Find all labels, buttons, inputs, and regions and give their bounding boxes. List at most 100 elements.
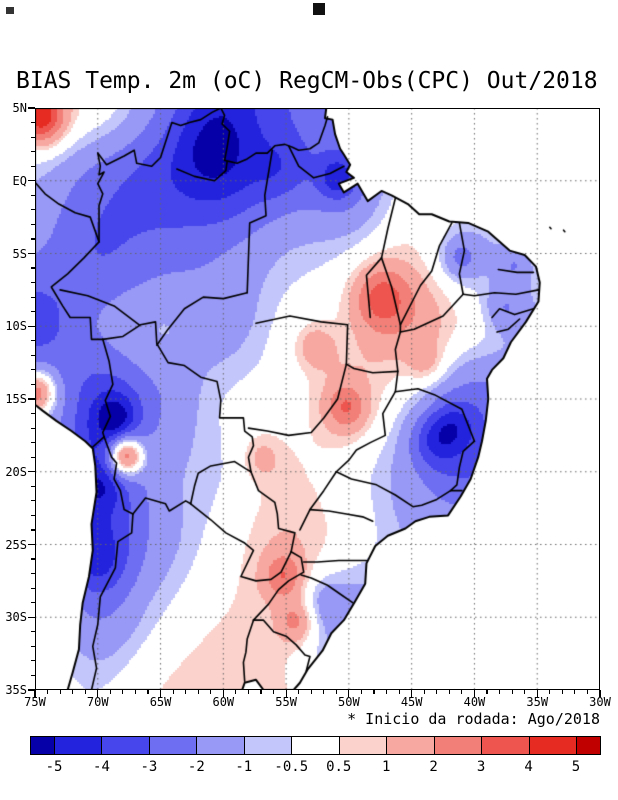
lat-tick bbox=[31, 674, 35, 677]
lon-tick bbox=[360, 690, 363, 694]
bias-map-canvas bbox=[35, 108, 600, 690]
lon-tick bbox=[486, 690, 488, 694]
colorbar-segment bbox=[243, 736, 293, 755]
lat-tick bbox=[28, 107, 35, 109]
lon-tick bbox=[524, 690, 526, 694]
lat-tick-label: 5S bbox=[12, 246, 27, 261]
colorbar-label: -1 bbox=[235, 759, 253, 775]
lon-tick-label: 65W bbox=[149, 695, 172, 709]
lat-tick bbox=[31, 602, 35, 604]
lon-tick bbox=[210, 690, 212, 694]
colorbar-segment bbox=[481, 736, 530, 755]
colorbar-label: 1 bbox=[381, 759, 391, 775]
lon-tick bbox=[436, 690, 438, 694]
colorbar-label: -4 bbox=[93, 759, 110, 775]
lon-tick bbox=[448, 690, 450, 694]
lat-tick bbox=[28, 325, 35, 327]
lat-tick bbox=[31, 209, 35, 211]
lat-tick-label: 35S bbox=[5, 683, 27, 697]
lat-tick bbox=[31, 427, 35, 429]
lon-tick bbox=[34, 690, 36, 697]
colorbar-segment bbox=[433, 736, 483, 755]
lat-tick bbox=[31, 485, 35, 487]
lat-tick bbox=[28, 616, 35, 618]
colorbar-label: -0.5 bbox=[274, 759, 309, 775]
lat-tick bbox=[28, 543, 35, 546]
colorbar-label: -5 bbox=[45, 759, 63, 775]
top-center-artifact bbox=[313, 3, 325, 15]
colorbar-segment bbox=[386, 736, 435, 755]
lat-tick bbox=[28, 689, 35, 691]
colorbar-segment bbox=[148, 736, 198, 755]
colorbar-label: 4 bbox=[524, 759, 533, 775]
lat-tick bbox=[31, 238, 35, 240]
lon-tick bbox=[586, 690, 589, 694]
lon-tick bbox=[272, 690, 275, 694]
lon-tick bbox=[59, 690, 61, 694]
lon-tick bbox=[247, 690, 250, 694]
colorbar-label: 5 bbox=[571, 759, 581, 775]
lon-tick bbox=[323, 690, 325, 694]
lat-tick bbox=[31, 136, 35, 138]
lon-tick-label: 40W bbox=[463, 695, 486, 709]
lon-tick bbox=[411, 690, 413, 697]
lat-tick bbox=[28, 252, 35, 255]
lat-tick bbox=[31, 456, 35, 458]
lat-tick bbox=[31, 660, 35, 662]
lon-tick bbox=[260, 690, 262, 694]
lon-tick bbox=[310, 690, 312, 694]
lon-tick-label: 60W bbox=[212, 695, 235, 709]
lon-tick bbox=[147, 690, 149, 694]
lat-tick-label: 5N bbox=[12, 101, 27, 115]
lat-tick-label: 15S bbox=[5, 392, 27, 406]
lon-tick-label: 45W bbox=[400, 695, 423, 709]
map-plot bbox=[35, 108, 600, 690]
lat-tick bbox=[31, 558, 35, 560]
colorbar-segment bbox=[338, 736, 388, 755]
lon-tick bbox=[561, 690, 563, 694]
lat-tick bbox=[31, 194, 35, 196]
lon-tick bbox=[398, 690, 400, 694]
lon-tick bbox=[84, 690, 86, 694]
lat-tick bbox=[28, 180, 35, 182]
lon-tick bbox=[122, 690, 124, 694]
lon-tick-label: 55W bbox=[275, 695, 297, 709]
lon-tick bbox=[235, 690, 237, 694]
lon-tick-label: 50W bbox=[338, 695, 360, 709]
lon-tick bbox=[222, 690, 224, 697]
lat-tick bbox=[31, 282, 35, 284]
lat-tick bbox=[31, 587, 35, 589]
lat-tick-label: 30S bbox=[5, 610, 27, 625]
lon-tick bbox=[348, 690, 350, 697]
lat-tick bbox=[31, 354, 35, 356]
lat-tick-label: EQ bbox=[12, 173, 27, 188]
lon-tick bbox=[109, 690, 111, 694]
colorbar-label: 0.5 bbox=[326, 759, 352, 775]
lat-tick bbox=[31, 442, 35, 444]
colorbar-segment bbox=[101, 736, 150, 755]
lon-tick bbox=[335, 690, 337, 694]
lat-tick bbox=[31, 369, 35, 371]
lat-tick-label: 10S bbox=[5, 319, 27, 334]
lon-tick bbox=[134, 690, 137, 694]
lon-tick bbox=[423, 690, 425, 694]
lon-tick-label: 75W bbox=[24, 695, 46, 709]
lat-tick bbox=[31, 223, 35, 225]
colorbar: -5 -4 -3 -2 -1 -0.5 0.5 1 2 3 4 5 bbox=[30, 736, 601, 779]
lon-tick bbox=[461, 690, 463, 694]
lat-tick bbox=[31, 165, 35, 167]
lat-tick bbox=[28, 471, 35, 473]
chart-title: BIAS Temp. 2m (oC) RegCM-Obs(CPC) Out/20… bbox=[16, 68, 598, 94]
lat-tick bbox=[31, 121, 35, 124]
lat-tick-label: 20S bbox=[5, 464, 27, 479]
lat-tick bbox=[31, 412, 35, 415]
lon-tick bbox=[373, 690, 375, 694]
lon-tick-label: 30W bbox=[589, 695, 611, 709]
lon-tick bbox=[511, 690, 513, 694]
lon-tick bbox=[172, 690, 174, 694]
top-left-artifact bbox=[6, 7, 14, 14]
colorbar-segment bbox=[528, 736, 577, 755]
lat-tick bbox=[31, 514, 35, 516]
lon-tick bbox=[46, 690, 49, 694]
